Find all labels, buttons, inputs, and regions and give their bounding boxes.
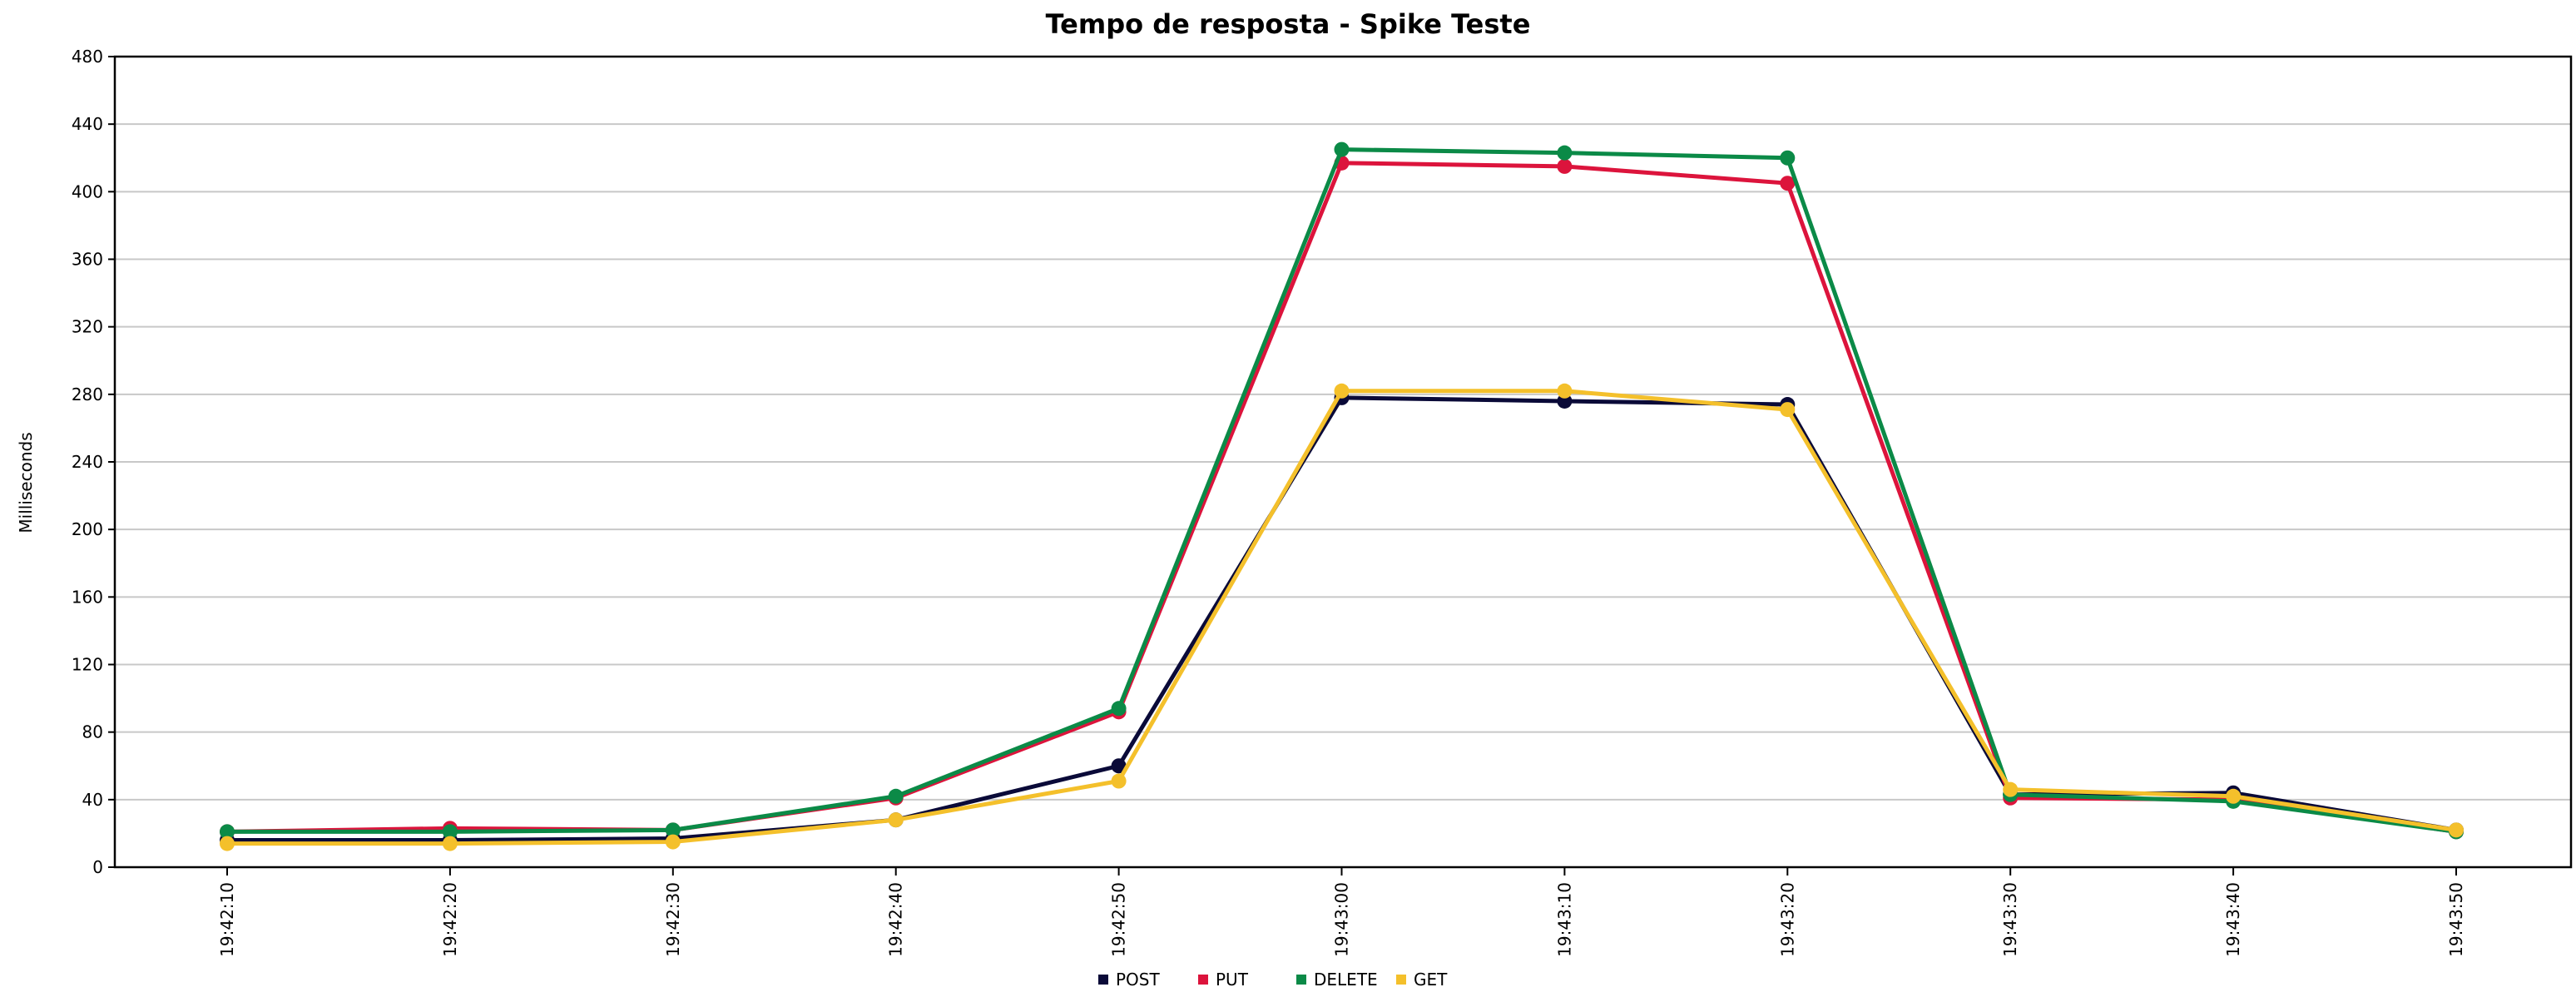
legend-item-post: POST bbox=[1098, 970, 1160, 990]
data-point-delete bbox=[220, 824, 235, 840]
y-tick-label: 320 bbox=[72, 317, 103, 337]
legend-label: POST bbox=[1116, 970, 1160, 990]
y-axis-label: Milliseconds bbox=[16, 432, 36, 533]
x-tick-label: 19:42:40 bbox=[886, 882, 906, 957]
data-point-get bbox=[1780, 402, 1796, 418]
data-point-get bbox=[665, 834, 681, 850]
data-point-get bbox=[1334, 383, 1350, 399]
data-point-put bbox=[1780, 176, 1796, 191]
y-tick-label: 280 bbox=[72, 384, 103, 404]
data-point-delete bbox=[888, 788, 904, 804]
legend-label: DELETE bbox=[1314, 970, 1378, 990]
legend-swatch bbox=[1098, 975, 1108, 985]
data-point-put bbox=[1557, 158, 1573, 174]
y-tick-label: 240 bbox=[72, 452, 103, 472]
x-tick-label: 19:43:50 bbox=[2446, 882, 2466, 957]
data-point-delete bbox=[1557, 145, 1573, 161]
legend-item-get: GET bbox=[1396, 970, 1448, 990]
y-tick-label: 0 bbox=[92, 857, 103, 877]
data-point-get bbox=[442, 836, 458, 851]
legend-swatch bbox=[1396, 975, 1406, 985]
x-tick-label: 19:43:00 bbox=[1332, 882, 1352, 957]
y-tick-label: 480 bbox=[72, 47, 103, 67]
legend-item-put: PUT bbox=[1198, 970, 1249, 990]
data-point-post bbox=[1111, 758, 1127, 774]
legend-swatch bbox=[1198, 975, 1208, 985]
data-point-delete bbox=[1780, 150, 1796, 166]
data-point-get bbox=[220, 836, 235, 851]
y-tick-label: 440 bbox=[72, 114, 103, 134]
y-tick-label: 120 bbox=[72, 655, 103, 675]
series-line-get bbox=[227, 389, 2457, 846]
series-delete bbox=[220, 141, 2464, 840]
legend-label: GET bbox=[1414, 970, 1448, 990]
y-tick-label: 200 bbox=[72, 519, 103, 539]
legend-label: PUT bbox=[1216, 970, 1249, 990]
y-tick-label: 360 bbox=[72, 250, 103, 270]
legend-item-delete: DELETE bbox=[1296, 970, 1378, 990]
data-point-get bbox=[2449, 822, 2464, 838]
x-tick-label: 19:43:30 bbox=[2000, 882, 2020, 957]
data-point-get bbox=[1111, 773, 1127, 789]
data-point-delete bbox=[665, 822, 681, 838]
series-get bbox=[220, 383, 2464, 851]
data-point-get bbox=[2003, 781, 2019, 797]
data-point-get bbox=[888, 812, 904, 828]
legend-swatch bbox=[1296, 975, 1306, 985]
data-point-get bbox=[2226, 788, 2242, 804]
data-point-delete bbox=[1334, 141, 1350, 157]
x-tick-label: 19:42:30 bbox=[663, 882, 683, 957]
series-line-post bbox=[227, 395, 2457, 843]
x-tick-label: 19:42:10 bbox=[217, 882, 237, 957]
y-tick-label: 40 bbox=[82, 790, 103, 810]
series-line-delete bbox=[227, 147, 2457, 834]
series-put bbox=[220, 155, 2464, 840]
x-tick-label: 19:43:40 bbox=[2223, 882, 2243, 957]
series-lines bbox=[220, 141, 2464, 851]
data-point-delete bbox=[1111, 701, 1127, 717]
x-axis-ticks: 19:42:10 19:42:20 19:42:30 19:42:40 19:42:50… bbox=[217, 867, 2466, 957]
legend: POST PUT DELETE GET bbox=[1098, 970, 1448, 990]
y-axis-ticks: 0 40 80 120 160 200 240 280 320 360 400 440 480 bbox=[72, 47, 115, 877]
y-tick-label: 400 bbox=[72, 181, 103, 201]
chart-title: Tempo de resposta - Spike Teste bbox=[1046, 8, 1531, 40]
data-point-get bbox=[1557, 383, 1573, 399]
x-tick-label: 19:42:20 bbox=[440, 882, 460, 957]
gridlines bbox=[115, 123, 2571, 801]
series-post bbox=[220, 389, 2464, 848]
data-point-delete bbox=[442, 824, 458, 840]
y-tick-label: 80 bbox=[82, 722, 103, 742]
x-tick-label: 19:43:20 bbox=[1777, 882, 1797, 957]
x-tick-label: 19:42:50 bbox=[1109, 882, 1129, 957]
y-tick-label: 160 bbox=[72, 587, 103, 607]
x-tick-label: 19:43:10 bbox=[1554, 882, 1574, 957]
